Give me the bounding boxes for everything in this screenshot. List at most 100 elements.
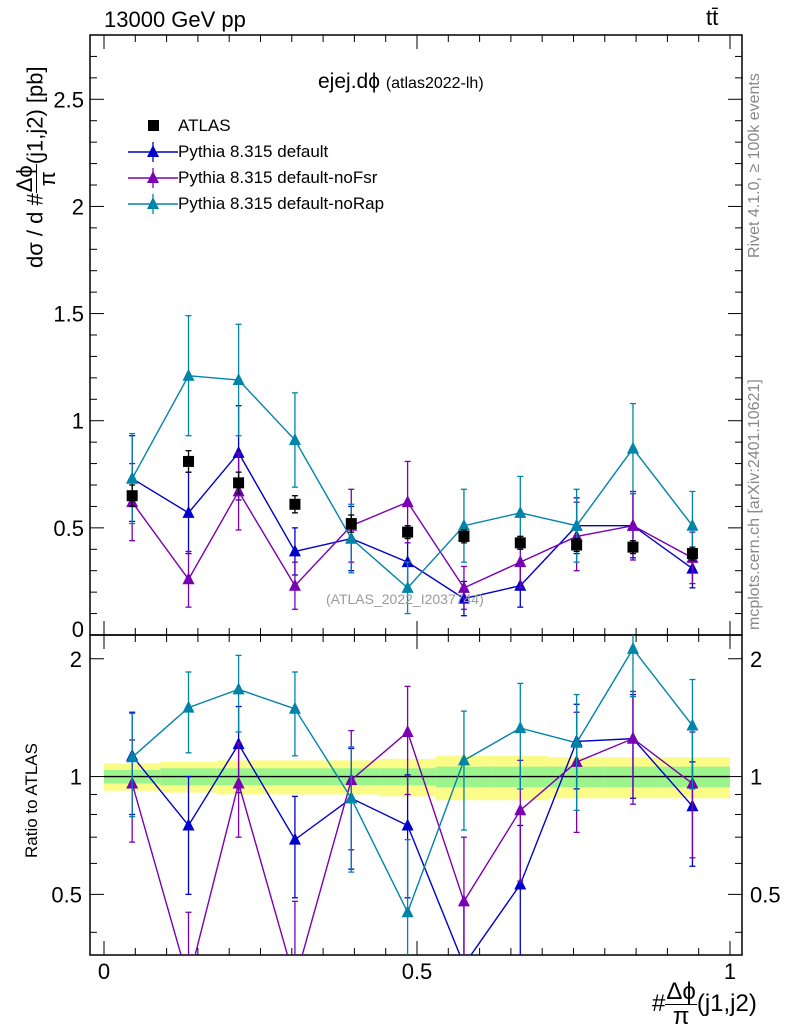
y-label-prefix: dσ / d # (22, 193, 48, 268)
legend-marker-atlas (128, 113, 178, 139)
main-series-pythia-nofsr-point (457, 580, 470, 593)
plot-title-sub: (atlas2022-lh) (385, 75, 484, 92)
y-label-den: π (35, 171, 60, 187)
y-label-fraction: Δϕ π (12, 164, 60, 194)
main-series-pythia-norap-point (626, 441, 639, 454)
ratio-y-tick-label-right: 1 (750, 765, 762, 790)
x-tick-label: 1 (724, 959, 736, 984)
legend-label-pythia-default: Pythia 8.315 default (178, 142, 329, 161)
main-series-pythia-norap-point (457, 518, 470, 531)
main-series-atlas-point (402, 526, 414, 538)
legend-item-pythia-default: Pythia 8.315 default (128, 139, 384, 165)
x-tick-label: 0 (98, 959, 110, 984)
ratio-series-pythia-norap-point (401, 905, 414, 918)
main-series-pythia-norap-point (570, 518, 583, 531)
legend-symbol-svg (128, 142, 178, 162)
main-series-atlas-point (126, 490, 138, 502)
main-series-pythia-default-point (232, 445, 245, 458)
main-series-pythia-nofsr-point (182, 572, 195, 585)
ratio-series-pythia-norap-point (570, 735, 583, 748)
main-series-pythia-norap-point (514, 505, 527, 518)
main-series-atlas-point (627, 541, 639, 553)
ratio-series-pythia-norap-point (686, 718, 699, 731)
ratio-series-pythia-nofsr-point (289, 974, 301, 986)
ratio-series-pythia-norap-point (457, 753, 470, 766)
legend-item-atlas: ATLAS (128, 113, 384, 139)
main-series-pythia-norap-point (288, 433, 301, 445)
ratio-series-pythia-norap-point (514, 721, 527, 734)
legend-marker-pythia-default (128, 139, 178, 165)
ratio-plot-frame (89, 634, 743, 956)
main-series-pythia-default-line (131, 451, 693, 600)
x-label-prefix: # (652, 989, 666, 1017)
main-series-pythia-norap-point (686, 518, 699, 531)
ratio-series-pythia-norap-point (626, 641, 639, 654)
plot-title-main: ejej.dϕ (318, 70, 380, 93)
ratio-y-axis-label: Ratio to ATLAS (22, 743, 41, 858)
ratio-series-pythia-nofsr-point (232, 776, 245, 789)
main-series-pythia-norap-point (182, 368, 195, 381)
legend-triangle-marker (147, 197, 159, 209)
x-label-fraction: Δϕ π (665, 980, 697, 1030)
main-series-pythia-norap-point (126, 471, 139, 484)
legend-label-atlas: ATLAS (178, 116, 231, 135)
main-series-pythia-default-point (401, 555, 414, 568)
main-y-tick-label: 1 (72, 409, 84, 434)
mcplots-label: mcplots.cern.ch [arXiv:2401.10621] (746, 379, 763, 630)
main-series-atlas-point (571, 539, 583, 551)
main-series-pythia-nofsr-point (626, 518, 639, 531)
main-series-atlas-point (289, 498, 301, 510)
main-series-pythia-norap-point (345, 531, 358, 544)
legend-triangle-marker (147, 145, 159, 157)
ratio-series-pythia-norap-point (182, 700, 195, 713)
ratio-y-tick-label: 2 (70, 647, 82, 672)
ratio-y-tick-label-right: 2 (750, 647, 762, 672)
y-label-num: Δϕ (12, 164, 37, 194)
ratio-series-pythia-default-point (288, 832, 301, 845)
legend-item-pythia-nofsr: Pythia 8.315 default-noFsr (128, 165, 384, 191)
legend-marker-pythia-nofsr (128, 165, 178, 191)
main-y-tick-label: 1.5 (53, 302, 84, 327)
ratio-series-pythia-nofsr-point (626, 731, 639, 744)
legend-marker-pythia-norap (128, 191, 178, 217)
legend-label-pythia-nofsr: Pythia 8.315 default-noFsr (178, 168, 378, 187)
main-y-axis-label: dσ / d # Δϕ π (j1,j2) [pb] (12, 66, 60, 268)
ratio-series-pythia-nofsr-point (183, 974, 195, 986)
ratio-series-pythia-default-point (401, 818, 414, 831)
ratio-uncertainty-bands (104, 755, 730, 801)
main-y-tick-label: 0.5 (53, 516, 84, 541)
legend-symbol-svg (128, 168, 178, 188)
main-series-atlas-point (458, 530, 470, 542)
legend-symbol-svg (148, 120, 159, 131)
analysis-watermark: (ATLAS_2022_I2037744) (326, 591, 484, 607)
main-series-pythia-default-point (182, 505, 195, 518)
ratio-series-pythia-nofsr-point (457, 894, 470, 907)
ratio-y-tick-label: 0.5 (51, 882, 82, 907)
ratio-series-pythia-default-point (514, 877, 527, 890)
ratio-series-pythia-norap (126, 635, 699, 955)
main-series-atlas-point (183, 455, 195, 467)
ratio-series-pythia-norap-point (232, 682, 245, 695)
plot-title: ejej.dϕ (atlas2022-lh) (318, 70, 484, 94)
ratio-y-tick-label-right: 0.5 (750, 882, 781, 907)
x-label-den: π (672, 1003, 690, 1030)
ratio-series-pythia-norap-point (288, 701, 301, 714)
collision-header: 13000 GeV pp (104, 7, 246, 32)
main-series-pythia-norap-line (131, 374, 693, 589)
ratio-series-pythia-norap-point (126, 750, 139, 763)
main-series-pythia-norap (126, 315, 699, 615)
main-series-atlas-point (514, 537, 526, 549)
ratio-series-pythia-nofsr-point (401, 724, 414, 737)
rivet-version-label: Rivet 4.1.0, ≥ 100k events (746, 73, 763, 258)
main-series-pythia-nofsr-point (288, 578, 301, 591)
x-label-suffix: (j1,j2) (696, 989, 757, 1017)
main-series-pythia-norap-point (232, 373, 245, 385)
main-series-atlas-point (686, 548, 698, 560)
legend-label-pythia-norap: Pythia 8.315 default-noRap (178, 194, 385, 213)
legend-triangle-marker (147, 171, 159, 183)
legend: ATLAS Pythia 8.315 default Pythia 8.315 … (128, 113, 384, 217)
y-label-suffix: (j1,j2) [pb] (22, 66, 48, 165)
ratio-series-pythia-norap-point (345, 791, 358, 804)
legend-symbol-svg (128, 194, 178, 214)
